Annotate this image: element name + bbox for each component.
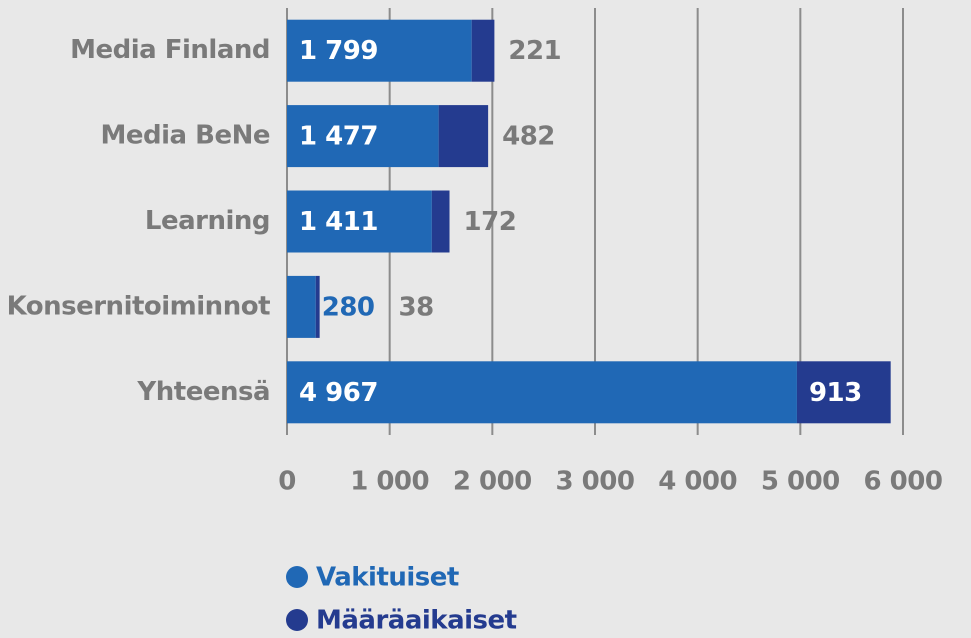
bar [287, 19, 472, 82]
legend-marker [286, 566, 308, 588]
data-label: 913 [809, 378, 862, 408]
legend-label: Vakituiset [316, 563, 459, 593]
data-label: 38 [399, 292, 434, 322]
y-tick-label: Yhteensä [136, 377, 270, 407]
data-label: 172 [464, 207, 517, 237]
x-tick-label: 4 000 [658, 467, 737, 497]
y-tick-label: Konsernitoiminnot [7, 291, 271, 321]
bar [796, 361, 891, 424]
bar [287, 105, 439, 168]
legend-marker [286, 609, 308, 631]
bar [315, 275, 320, 338]
bar [287, 275, 316, 338]
data-label: 1 477 [299, 122, 378, 152]
x-tick-label: 6 000 [864, 467, 943, 497]
data-label: 1 411 [299, 207, 378, 237]
bar [431, 190, 450, 253]
y-tick-label: Media BeNe [101, 121, 270, 151]
data-label: 4 967 [299, 378, 378, 408]
data-label: 1 799 [299, 36, 378, 66]
bar [471, 19, 495, 82]
bar [287, 190, 432, 253]
bar [438, 105, 489, 168]
data-label: 280 [322, 292, 375, 322]
legend-label: Määräaikaiset [316, 606, 517, 636]
x-tick-label: 5 000 [761, 467, 840, 497]
x-tick-label: 3 000 [556, 467, 635, 497]
x-tick-label: 2 000 [453, 467, 532, 497]
data-label: 221 [508, 36, 561, 66]
bar [287, 361, 797, 424]
x-tick-label: 0 [278, 467, 296, 497]
y-tick-label: Learning [145, 206, 270, 236]
data-label: 482 [502, 122, 555, 152]
y-tick-label: Media Finland [70, 35, 270, 65]
x-tick-label: 1 000 [350, 467, 429, 497]
